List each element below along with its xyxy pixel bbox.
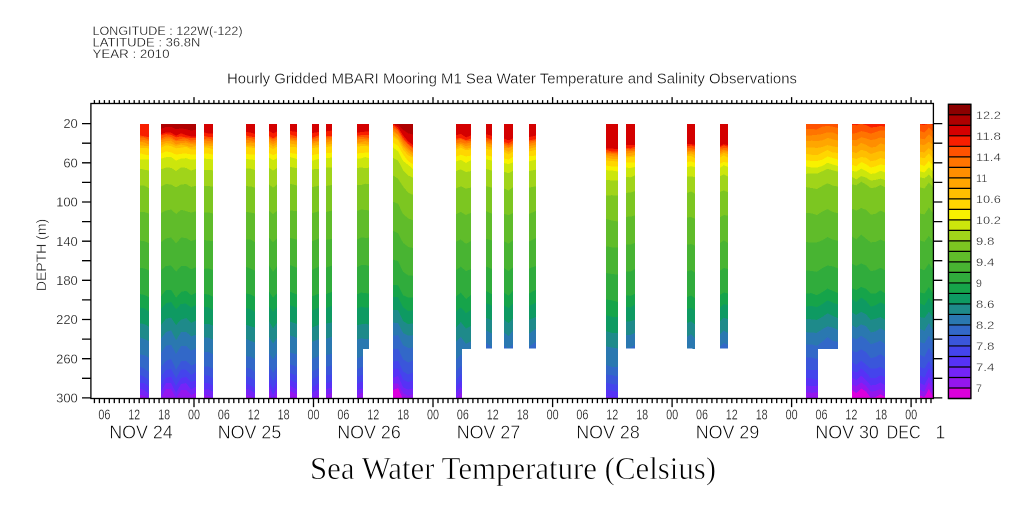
svg-text:18: 18	[158, 408, 170, 424]
svg-text:NOV 27: NOV 27	[457, 423, 521, 443]
svg-text:10.2: 10.2	[976, 215, 1001, 227]
svg-text:18: 18	[517, 408, 529, 424]
svg-text:100: 100	[56, 195, 78, 210]
svg-text:Sea Water Temperature (Celsius: Sea Water Temperature (Celsius)	[310, 450, 716, 486]
svg-text:1: 1	[935, 423, 945, 443]
svg-text:11: 11	[976, 173, 987, 185]
svg-text:60: 60	[63, 155, 77, 170]
svg-text:LONGITUDE : 122W(-122): LONGITUDE : 122W(-122)	[93, 24, 243, 38]
svg-text:00: 00	[547, 408, 559, 424]
svg-text:06: 06	[457, 408, 469, 424]
svg-text:7: 7	[976, 383, 982, 395]
svg-text:06: 06	[98, 408, 110, 424]
svg-text:06: 06	[696, 408, 708, 424]
svg-text:18: 18	[756, 408, 768, 424]
svg-text:06: 06	[218, 408, 230, 424]
svg-text:12: 12	[606, 408, 618, 424]
svg-text:140: 140	[56, 234, 78, 249]
svg-text:20: 20	[63, 116, 77, 131]
svg-text:18: 18	[278, 408, 290, 424]
svg-text:00: 00	[905, 408, 917, 424]
svg-text:NOV 30: NOV 30	[815, 423, 879, 443]
svg-text:06: 06	[337, 408, 349, 424]
svg-text:DEC: DEC	[887, 423, 921, 443]
svg-text:11.4: 11.4	[976, 152, 1001, 164]
svg-text:00: 00	[308, 408, 320, 424]
svg-text:00: 00	[427, 408, 439, 424]
svg-text:NOV 26: NOV 26	[337, 423, 401, 443]
svg-text:12: 12	[367, 408, 379, 424]
svg-text:18: 18	[397, 408, 409, 424]
svg-text:9.8: 9.8	[976, 236, 995, 248]
svg-text:NOV 25: NOV 25	[218, 423, 282, 443]
svg-text:LATITUDE : 36.8N: LATITUDE : 36.8N	[93, 36, 201, 50]
svg-text:00: 00	[188, 408, 200, 424]
svg-text:00: 00	[666, 408, 678, 424]
svg-text:9.4: 9.4	[976, 257, 995, 269]
svg-text:18: 18	[875, 408, 887, 424]
svg-text:10.6: 10.6	[976, 194, 1001, 206]
svg-text:8.6: 8.6	[976, 299, 995, 311]
svg-text:260: 260	[56, 351, 78, 366]
svg-text:8.2: 8.2	[976, 320, 995, 332]
svg-text:Hourly Gridded MBARI Mooring M: Hourly Gridded MBARI Mooring M1 Sea Wate…	[227, 72, 797, 88]
svg-text:9: 9	[976, 278, 982, 290]
svg-text:NOV 28: NOV 28	[576, 423, 640, 443]
svg-text:NOV 29: NOV 29	[696, 423, 760, 443]
svg-text:300: 300	[56, 391, 78, 406]
svg-text:DEPTH (m): DEPTH (m)	[33, 219, 49, 291]
svg-text:06: 06	[816, 408, 828, 424]
svg-text:12.2: 12.2	[976, 110, 1001, 122]
svg-text:12: 12	[128, 408, 140, 424]
svg-text:12: 12	[487, 408, 499, 424]
svg-text:YEAR : 2010: YEAR : 2010	[93, 47, 170, 61]
svg-text:180: 180	[56, 273, 78, 288]
svg-text:00: 00	[786, 408, 798, 424]
svg-text:12: 12	[726, 408, 738, 424]
svg-text:220: 220	[56, 312, 78, 327]
svg-text:18: 18	[636, 408, 648, 424]
svg-text:06: 06	[576, 408, 588, 424]
svg-text:7.4: 7.4	[976, 362, 995, 374]
svg-text:7.8: 7.8	[976, 341, 995, 353]
svg-text:NOV 24: NOV 24	[109, 423, 173, 443]
svg-text:12: 12	[845, 408, 857, 424]
svg-text:12: 12	[248, 408, 260, 424]
svg-text:11.8: 11.8	[976, 131, 1001, 143]
